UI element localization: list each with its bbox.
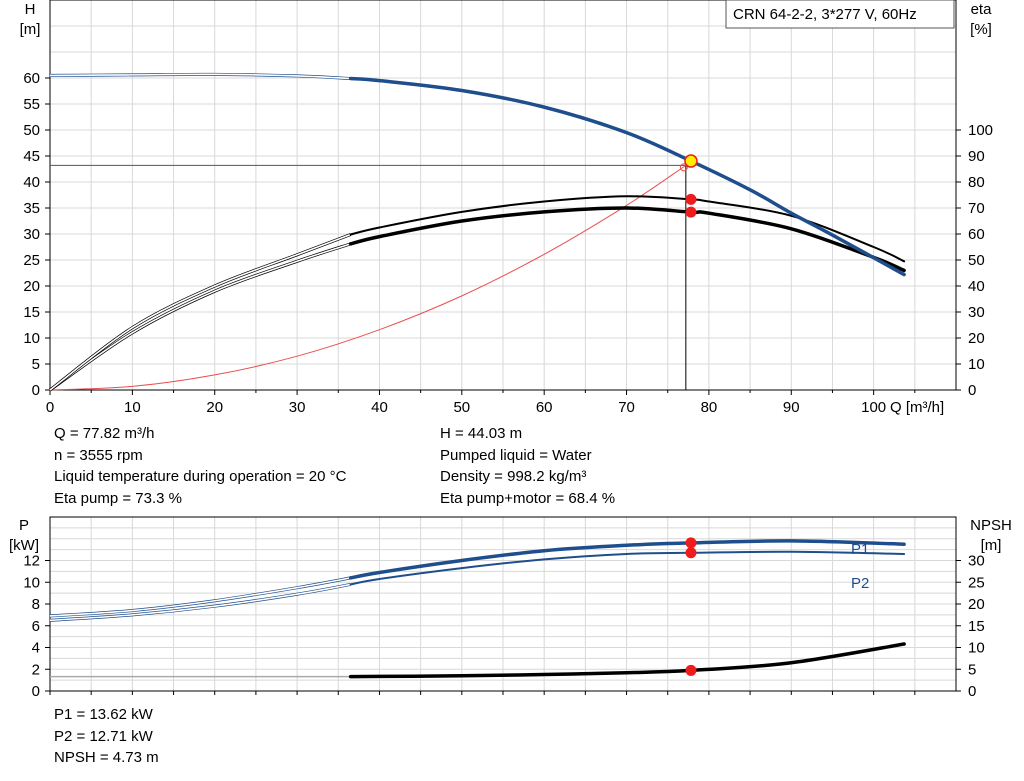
y2-tick-label: 100 [968,122,993,139]
info-p2: P2 = 12.71 kW [54,727,153,745]
head-outline-inner [49,73,351,80]
y-tick-label: 0 [32,382,40,399]
y2-tick-label: 30 [968,304,985,321]
y-tick-label: 40 [23,174,40,191]
p1-curve [348,539,906,580]
y-tick-label: 2 [32,661,40,678]
info-block-top-right: H = 44.03 m Pumped liquid = Water Densit… [440,423,615,509]
y-tick-label: 12 [23,553,40,570]
y2-tick-label: 20 [968,330,985,347]
info-eta-pump-motor: Eta pump+motor = 68.4 % [440,489,616,507]
x-tick-label: 10 [124,399,141,416]
y-tick-label: 5 [32,356,40,373]
eta-pump-motor-operating-point [685,206,697,218]
y2-axis-title: NPSH [m] [970,517,1012,554]
y-tick-label: 60 [23,70,40,87]
y-tick-label: 8 [32,596,40,613]
x-tick-label: 90 [783,399,800,416]
info-density: Density = 998.2 kg/m³ [440,468,587,485]
p2-outline-inner [49,583,351,622]
x-tick-label: 80 [701,399,718,416]
p1-series-label: P1 [851,541,869,558]
top-grid [50,0,956,390]
operating-point-1 [685,537,697,549]
y-tick-label: 4 [32,640,40,657]
y2-tick-label: 0 [968,683,976,700]
p1-outline-inner [49,577,351,617]
y-tick-label: 55 [23,96,40,113]
head-efficiency-plot: 0 10 20 30 40 50 60 70 80 90 100051015202530354045… [20,0,993,416]
x-tick-label: 100 [861,399,886,416]
y2-tick-label: 80 [968,174,985,191]
system-curve [49,164,687,391]
x-tick-label: 0 [46,399,54,416]
x-tick-label: 40 [371,399,388,416]
p2-series-label: P2 [851,575,869,592]
y-tick-label: 30 [23,226,40,243]
y2-tick-label: 25 [968,574,985,591]
info-block-bottom: P1 = 13.62 kW P2 = 12.71 kW NPSH = 4.73 … [54,704,159,769]
x-tick-label: 30 [289,399,306,416]
chart-title: CRN 64-2-2, 3*277 V, 60Hz [733,6,917,23]
y2-tick-label: 70 [968,200,985,217]
chart-title-box [725,0,955,29]
system-intersection-marker [679,163,688,172]
y2-tick-label: 50 [968,252,985,269]
y2-tick-label: 10 [968,640,985,657]
info-npsh: NPSH = 4.73 m [54,749,159,766]
y-tick-label: 15 [23,304,40,321]
y2-tick-label: 15 [968,618,985,635]
info-eta-pump: Eta pump = 73.3 % [54,489,182,507]
y2-tick-label: 5 [968,661,976,678]
y-tick-label: 6 [32,618,40,635]
info-pumped-liquid: Pumped liquid = Water [440,446,592,464]
y-tick-label: 50 [23,122,40,139]
p2-curve [349,550,906,586]
info-p1: P1 = 13.62 kW [54,706,153,723]
eta-pump-motor-outline-thin [49,242,352,392]
x-tick-label: 20 [206,399,223,416]
eta-pump-motor-curve [348,206,906,273]
x-axis-title: Q [m³/h] [890,399,944,416]
eta-pump-curve [349,195,906,263]
x-tick-label: 60 [536,399,553,416]
y2-tick-label: 30 [968,553,985,570]
info-liquid-temperature: Liquid temperature during operation = 20… [54,468,347,485]
eta-pump-operating-point [685,193,697,205]
head-curve [348,76,906,277]
power-npsh-plot: 0 2 4 6 8 10 12 0 5 10 15 20 25 30 P [kW] NPSH [m] P1 P2 [9,516,1012,700]
info-block-top-left: Q = 77.82 m³/h n = 3555 rpm Liquid tempe… [54,423,346,509]
x-tick-label: 50 [453,399,470,416]
y2-tick-label: 0 [968,382,976,399]
y-tick-label: 35 [23,200,40,217]
info-speed: n = 3555 rpm [54,446,143,464]
y-axis-title: H [m] [20,1,41,38]
operating-point-2 [685,547,697,559]
y2-tick-label: 20 [968,596,985,613]
x-tick-label: 70 [618,399,635,416]
info-head: H = 44.03 m [440,425,523,442]
y2-tick-label: 90 [968,148,985,165]
p1-outline-thin [49,576,351,618]
y-tick-label: 45 [23,148,40,165]
y-tick-label: 25 [23,252,40,269]
eta-pump-outline-inner [49,233,351,391]
y-tick-label: 10 [23,330,40,347]
npsh-curve [348,642,906,679]
y2-tick-label: 60 [968,226,985,243]
y2-tick-label: 10 [968,356,985,373]
y2-tick-label: 40 [968,278,985,295]
y2-axis-title: eta [%] [970,1,992,38]
y-tick-label: 20 [23,278,40,295]
operating-point-3 [685,664,697,676]
eta-pump-motor-outline-inner [49,243,351,391]
y-tick-label: 10 [23,574,40,591]
y-tick-label: 0 [32,683,40,700]
info-flow: Q = 77.82 m³/h [54,425,155,442]
y-axis-title: P [kW] [9,517,39,554]
duty-point [684,154,698,168]
